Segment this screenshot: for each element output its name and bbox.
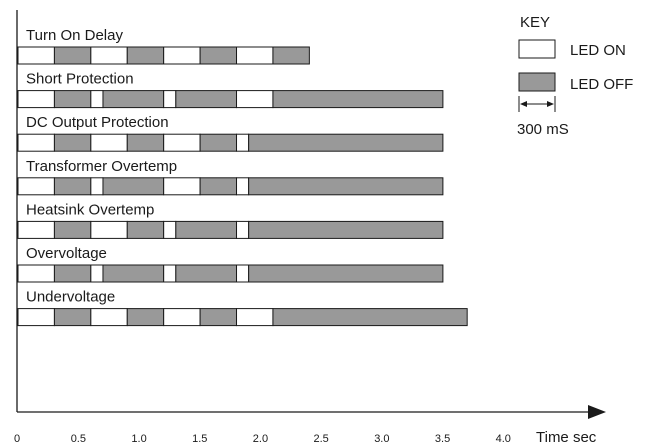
led-off-segment [248, 177, 444, 196]
led-on-segment [17, 133, 55, 152]
led-off-label: LED OFF [570, 76, 633, 93]
led-on-segment [236, 90, 274, 109]
led-on-segment [90, 220, 128, 239]
led-on-segment [90, 133, 128, 152]
led-on-segment [90, 46, 128, 65]
led-off-segment [126, 46, 165, 65]
led-on-segment [17, 264, 55, 283]
led-on-segment [163, 308, 201, 327]
time-tick-label: 3.5 [435, 433, 450, 445]
duration-label: 300 mS [517, 121, 569, 138]
time-tick-label: 1.0 [131, 433, 146, 445]
time-tick-label: 0.5 [71, 433, 86, 445]
led-off-swatch [518, 72, 556, 92]
time-tick-label: 0 [14, 433, 20, 445]
timing-row: Undervoltage [17, 289, 468, 327]
led-on-segment [163, 90, 177, 109]
led-off-segment [53, 220, 92, 239]
led-on-segment [163, 220, 177, 239]
led-off-segment [53, 133, 92, 152]
led-on-segment [90, 308, 128, 327]
key-title: KEY [520, 14, 550, 31]
led-off-segment [199, 46, 238, 65]
led-on-segment [17, 308, 55, 327]
timing-row: DC Output Protection [17, 114, 444, 152]
led-off-segment [175, 264, 238, 283]
led-on-segment [90, 177, 104, 196]
led-on-segment [236, 133, 250, 152]
row-label: Transformer Overtemp [26, 158, 177, 175]
timing-row: Overvoltage [17, 245, 444, 283]
led-off-segment [53, 264, 92, 283]
led-off-segment [272, 90, 444, 109]
led-on-swatch [518, 39, 556, 59]
led-on-segment [236, 308, 274, 327]
led-on-segment [17, 177, 55, 196]
led-on-segment [17, 220, 55, 239]
led-off-segment [272, 46, 310, 65]
led-on-segment [163, 177, 201, 196]
led-off-segment [102, 177, 165, 196]
row-label: Undervoltage [26, 289, 115, 306]
time-tick-label: 1.5 [192, 433, 207, 445]
led-on-segment [90, 90, 104, 109]
led-on-segment [236, 46, 274, 65]
duration-arrowhead-left [520, 101, 527, 107]
led-off-segment [126, 133, 165, 152]
time-tick-label: 2.0 [253, 433, 268, 445]
time-tick-label: 3.0 [374, 433, 389, 445]
led-off-segment [248, 133, 444, 152]
led-off-segment [199, 177, 238, 196]
time-axis-arrowhead [588, 405, 606, 419]
led-on-segment [17, 46, 55, 65]
led-off-segment [199, 133, 238, 152]
time-ticks: 0 0.5 1.0 1.5 2.0 2.5 3.0 3.5 4.0 [14, 433, 511, 445]
led-on-segment [163, 133, 201, 152]
key-legend: KEY LED ON LED OFF 300 mS [517, 14, 633, 138]
timing-row: Heatsink Overtemp [17, 201, 444, 239]
led-off-segment [272, 308, 468, 327]
led-on-segment [163, 264, 177, 283]
led-off-segment [248, 220, 444, 239]
rows-layer: Turn On Delay Short Protection DC Output P… [17, 27, 468, 327]
led-off-segment [53, 90, 92, 109]
time-tick-label: 4.0 [496, 433, 511, 445]
row-label: Heatsink Overtemp [26, 201, 154, 218]
led-on-segment [17, 90, 55, 109]
led-on-label: LED ON [570, 42, 626, 59]
timing-row: Short Protection [17, 71, 444, 109]
row-label: Overvoltage [26, 245, 107, 262]
row-label: DC Output Protection [26, 114, 169, 131]
led-off-segment [175, 220, 238, 239]
row-label: Short Protection [26, 71, 134, 88]
led-off-segment [53, 177, 92, 196]
led-off-segment [102, 264, 165, 283]
led-off-segment [126, 308, 165, 327]
timing-row: Turn On Delay [17, 27, 310, 65]
time-tick-label: 2.5 [314, 433, 329, 445]
led-on-segment [90, 264, 104, 283]
row-label: Turn On Delay [26, 27, 123, 44]
led-off-segment [199, 308, 238, 327]
timing-row: Transformer Overtemp [17, 158, 444, 196]
led-off-segment [53, 46, 92, 65]
led-on-segment [236, 220, 250, 239]
led-on-segment [236, 264, 250, 283]
led-off-segment [175, 90, 238, 109]
duration-arrowhead-right [547, 101, 554, 107]
led-off-segment [248, 264, 444, 283]
led-off-segment [53, 308, 92, 327]
time-axis-title: Time sec [536, 429, 597, 446]
led-on-segment [236, 177, 250, 196]
led-off-segment [102, 90, 165, 109]
led-off-segment [126, 220, 165, 239]
led-on-segment [163, 46, 201, 65]
